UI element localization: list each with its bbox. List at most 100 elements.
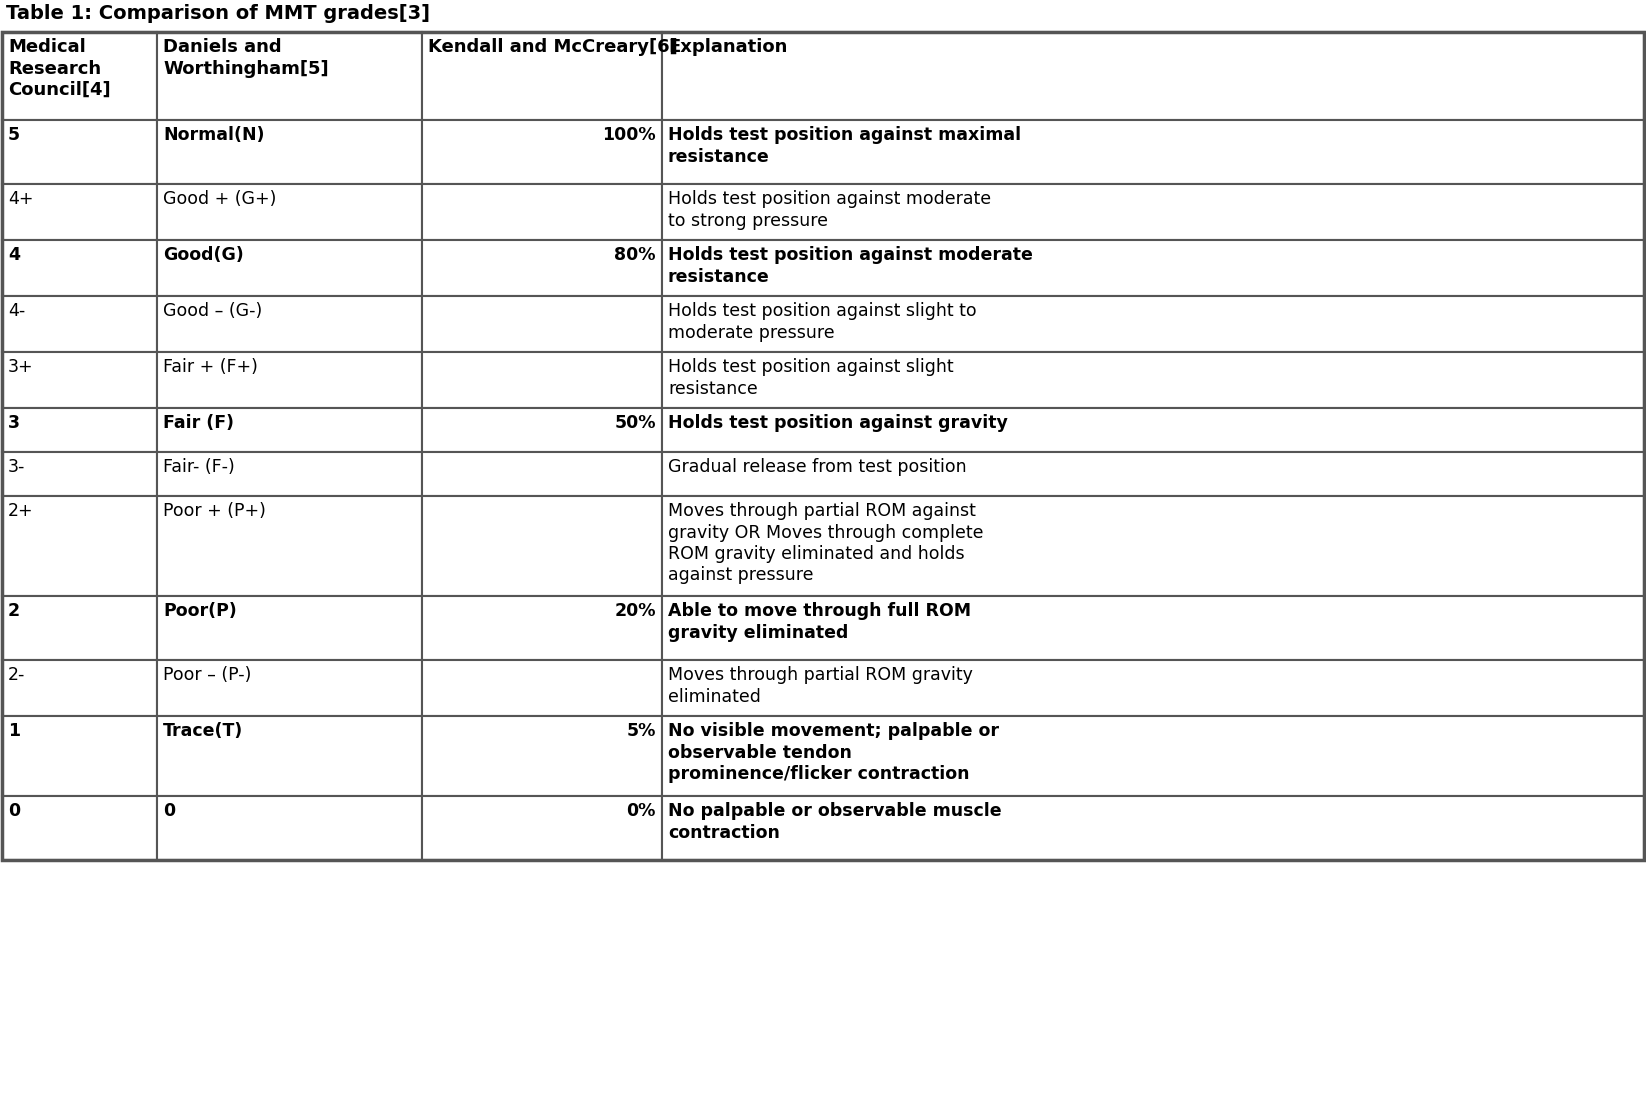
Text: No visible movement; palpable or
observable tendon
prominence/flicker contractio: No visible movement; palpable or observa…: [668, 722, 999, 783]
Bar: [662, 352, 1644, 408]
Text: 0: 0: [163, 802, 174, 820]
Bar: [421, 32, 662, 120]
Text: Poor + (P+): Poor + (P+): [163, 502, 267, 520]
Bar: [156, 120, 421, 184]
Bar: [662, 660, 1644, 716]
Text: 4: 4: [8, 246, 20, 264]
Text: Moves through partial ROM gravity
eliminated: Moves through partial ROM gravity elimin…: [668, 666, 973, 705]
Bar: [2, 716, 156, 796]
Bar: [156, 408, 421, 452]
Text: Holds test position against gravity: Holds test position against gravity: [668, 414, 1007, 432]
Text: Gradual release from test position: Gradual release from test position: [668, 458, 966, 476]
Text: Fair- (F-): Fair- (F-): [163, 458, 235, 476]
Text: 1: 1: [8, 722, 20, 740]
Bar: [662, 120, 1644, 184]
Bar: [2, 660, 156, 716]
Text: Moves through partial ROM against
gravity OR Moves through complete
ROM gravity : Moves through partial ROM against gravit…: [668, 502, 984, 584]
Bar: [421, 660, 662, 716]
Bar: [156, 496, 421, 596]
Bar: [421, 796, 662, 860]
Text: Medical
Research
Council[4]: Medical Research Council[4]: [8, 39, 110, 99]
Bar: [156, 596, 421, 660]
Text: Good + (G+): Good + (G+): [163, 190, 277, 208]
Bar: [2, 120, 156, 184]
Bar: [2, 596, 156, 660]
Bar: [156, 240, 421, 296]
Bar: [421, 184, 662, 240]
Text: 2+: 2+: [8, 502, 33, 520]
Text: Holds test position against moderate
to strong pressure: Holds test position against moderate to …: [668, 190, 991, 230]
Bar: [2, 296, 156, 352]
Bar: [421, 408, 662, 452]
Text: 4-: 4-: [8, 302, 25, 320]
Text: 0: 0: [8, 802, 20, 820]
Text: 20%: 20%: [614, 602, 657, 620]
Text: No palpable or observable muscle
contraction: No palpable or observable muscle contrac…: [668, 802, 1002, 842]
Bar: [662, 32, 1644, 120]
Bar: [156, 296, 421, 352]
Bar: [156, 796, 421, 860]
Text: Holds test position against maximal
resistance: Holds test position against maximal resi…: [668, 126, 1021, 165]
Bar: [2, 352, 156, 408]
Text: Fair (F): Fair (F): [163, 414, 234, 432]
Text: 5%: 5%: [627, 722, 657, 740]
Bar: [156, 452, 421, 496]
Bar: [156, 32, 421, 120]
Text: 4+: 4+: [8, 190, 33, 208]
Bar: [2, 240, 156, 296]
Bar: [2, 496, 156, 596]
Text: 50%: 50%: [614, 414, 657, 432]
Bar: [662, 296, 1644, 352]
Bar: [662, 496, 1644, 596]
Bar: [421, 596, 662, 660]
Text: 5: 5: [8, 126, 20, 144]
Text: Normal(N): Normal(N): [163, 126, 265, 144]
Text: Able to move through full ROM
gravity eliminated: Able to move through full ROM gravity el…: [668, 602, 971, 641]
Bar: [421, 716, 662, 796]
Bar: [2, 796, 156, 860]
Text: 3-: 3-: [8, 458, 25, 476]
Text: Holds test position against slight
resistance: Holds test position against slight resis…: [668, 358, 953, 397]
Text: Trace(T): Trace(T): [163, 722, 244, 740]
Bar: [421, 352, 662, 408]
Text: 0%: 0%: [627, 802, 657, 820]
Text: Poor – (P-): Poor – (P-): [163, 666, 252, 684]
Text: Good(G): Good(G): [163, 246, 244, 264]
Text: Kendall and McCreary[6]: Kendall and McCreary[6]: [428, 39, 678, 56]
Text: 3+: 3+: [8, 358, 33, 376]
Bar: [662, 716, 1644, 796]
Bar: [2, 32, 1644, 860]
Text: Good – (G-): Good – (G-): [163, 302, 262, 320]
Text: 3: 3: [8, 414, 20, 432]
Bar: [421, 296, 662, 352]
Text: Fair + (F+): Fair + (F+): [163, 358, 258, 376]
Bar: [662, 452, 1644, 496]
Bar: [421, 120, 662, 184]
Bar: [156, 184, 421, 240]
Bar: [2, 452, 156, 496]
Text: 2: 2: [8, 602, 20, 620]
Bar: [421, 240, 662, 296]
Bar: [421, 496, 662, 596]
Bar: [156, 352, 421, 408]
Bar: [156, 716, 421, 796]
Text: Daniels and
Worthingham[5]: Daniels and Worthingham[5]: [163, 39, 329, 77]
Bar: [421, 452, 662, 496]
Bar: [662, 240, 1644, 296]
Text: Poor(P): Poor(P): [163, 602, 237, 620]
Text: 100%: 100%: [602, 126, 657, 144]
Text: 2-: 2-: [8, 666, 25, 684]
Text: Holds test position against slight to
moderate pressure: Holds test position against slight to mo…: [668, 302, 976, 341]
Text: Table 1: Comparison of MMT grades[3]: Table 1: Comparison of MMT grades[3]: [7, 4, 430, 23]
Bar: [2, 32, 156, 120]
Bar: [2, 184, 156, 240]
Bar: [2, 408, 156, 452]
Text: Holds test position against moderate
resistance: Holds test position against moderate res…: [668, 246, 1034, 286]
Bar: [662, 408, 1644, 452]
Text: 80%: 80%: [614, 246, 657, 264]
Text: Explanation: Explanation: [668, 39, 787, 56]
Bar: [156, 660, 421, 716]
Bar: [662, 184, 1644, 240]
Bar: [662, 796, 1644, 860]
Bar: [662, 596, 1644, 660]
